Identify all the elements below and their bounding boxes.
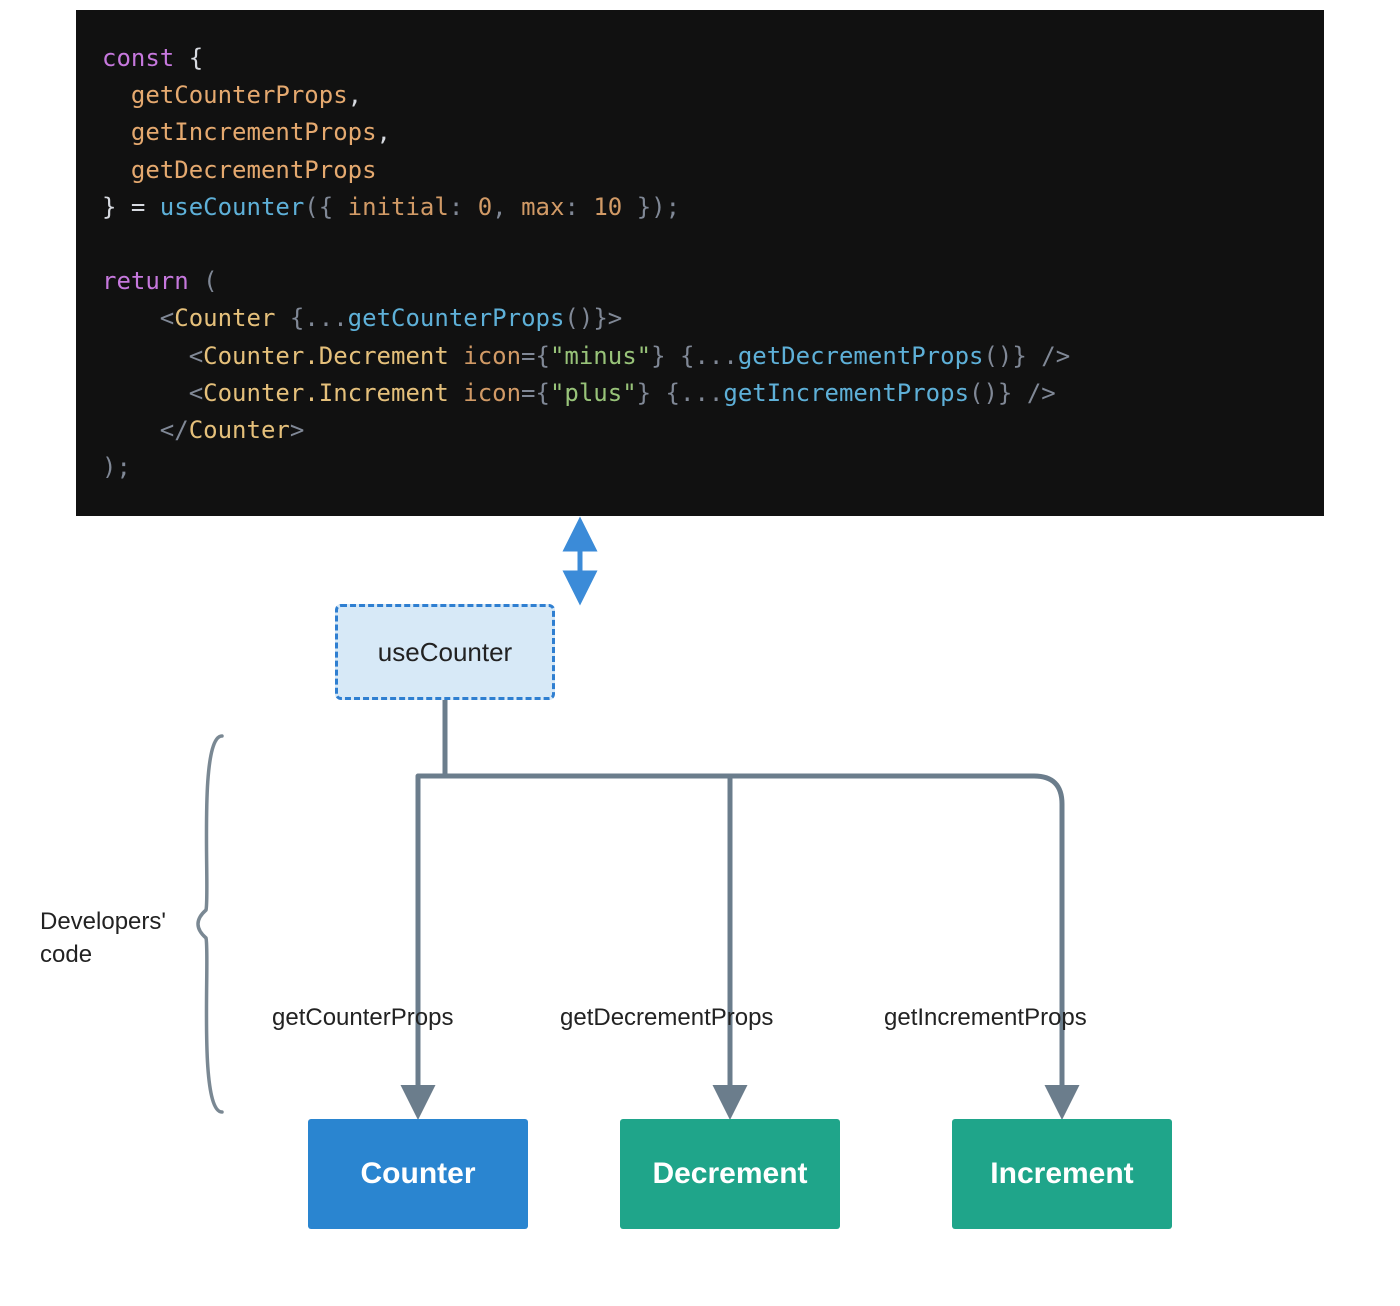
tok-const: const [102, 44, 174, 72]
tok-gt: > [290, 416, 304, 444]
label-increment: getIncrementProps [884, 1004, 1087, 1032]
tok-spread3: ... [680, 379, 723, 407]
counter-box-label: Counter [361, 1157, 476, 1191]
tok-eqlb1: ={ [521, 342, 550, 370]
label-counter: getCounterProps [272, 1004, 453, 1032]
tok-inc: Increment [319, 379, 449, 407]
tok-sp2 [449, 379, 463, 407]
tok-rbsplb2: } { [637, 379, 680, 407]
tok-dec: Decrement [319, 342, 449, 370]
diagram: useCounter Developers' code getCounterPr… [0, 516, 1400, 1296]
tok-cdot2: Counter. [203, 379, 319, 407]
tok-spread1: ... [304, 304, 347, 332]
tok-rbrace-eq: } = [102, 193, 160, 221]
tok-cdot1: Counter. [203, 342, 319, 370]
tok-icon2: icon [463, 379, 521, 407]
tok-p2: getIncrementProps [131, 118, 377, 146]
tok-crbsc2: ()} /> [969, 379, 1056, 407]
tok-minus: "minus" [550, 342, 651, 370]
increment-box: Increment [952, 1119, 1172, 1229]
usecounter-box: useCounter [335, 604, 555, 700]
tok-counter1: Counter [174, 304, 275, 332]
tok-usecounter: useCounter [160, 193, 305, 221]
tok-lbrace: { [174, 44, 203, 72]
counter-box: Counter [308, 1119, 528, 1229]
tok-comma2: , [377, 118, 391, 146]
tok-crbgt: ()}> [564, 304, 622, 332]
tok-p1: getCounterProps [131, 81, 348, 109]
label-counter-text: getCounterProps [272, 1004, 453, 1031]
decrement-box: Decrement [620, 1119, 840, 1229]
tok-ten: 10 [593, 193, 622, 221]
tok-comma1: , [348, 81, 362, 109]
tok-zero: 0 [478, 193, 492, 221]
increment-box-label: Increment [990, 1157, 1133, 1191]
tok-plus: "plus" [550, 379, 637, 407]
tok-initial: initial [348, 193, 449, 221]
tok-colon1: : [449, 193, 478, 221]
tok-commasp: , [492, 193, 521, 221]
tok-colon2: : [564, 193, 593, 221]
tok-gip: getIncrementProps [723, 379, 969, 407]
tok-counter2: Counter [189, 416, 290, 444]
tok-crbsc1: ()} /> [983, 342, 1070, 370]
tok-icon1: icon [463, 342, 521, 370]
tok-rps: ); [102, 453, 131, 481]
tok-rbrps: }); [622, 193, 680, 221]
brace-label-l1: Developers' [40, 908, 166, 935]
tok-max: max [521, 193, 564, 221]
label-increment-text: getIncrementProps [884, 1004, 1087, 1031]
tok-lt3: < [189, 379, 203, 407]
tok-lt1: < [160, 304, 174, 332]
tok-p3: getDecrementProps [131, 156, 377, 184]
code-block: const { getCounterProps, getIncrementPro… [76, 10, 1324, 516]
decrement-box-label: Decrement [652, 1157, 807, 1191]
tok-splb1: { [275, 304, 304, 332]
brace-label: Developers' code [40, 906, 166, 971]
tok-gcp: getCounterProps [348, 304, 565, 332]
tok-return: return [102, 267, 189, 295]
label-decrement: getDecrementProps [560, 1004, 773, 1032]
brace-label-l2: code [40, 941, 92, 968]
tok-lts: </ [160, 416, 189, 444]
tok-splp: ( [189, 267, 218, 295]
tok-spread2: ... [694, 342, 737, 370]
usecounter-label: useCounter [378, 637, 512, 668]
tok-sp1 [449, 342, 463, 370]
label-decrement-text: getDecrementProps [560, 1004, 773, 1031]
tok-lt2: < [189, 342, 203, 370]
tok-gdp: getDecrementProps [738, 342, 984, 370]
tok-eqlb2: ={ [521, 379, 550, 407]
tok-rbsplb1: } { [651, 342, 694, 370]
tok-lplb: ({ [304, 193, 347, 221]
